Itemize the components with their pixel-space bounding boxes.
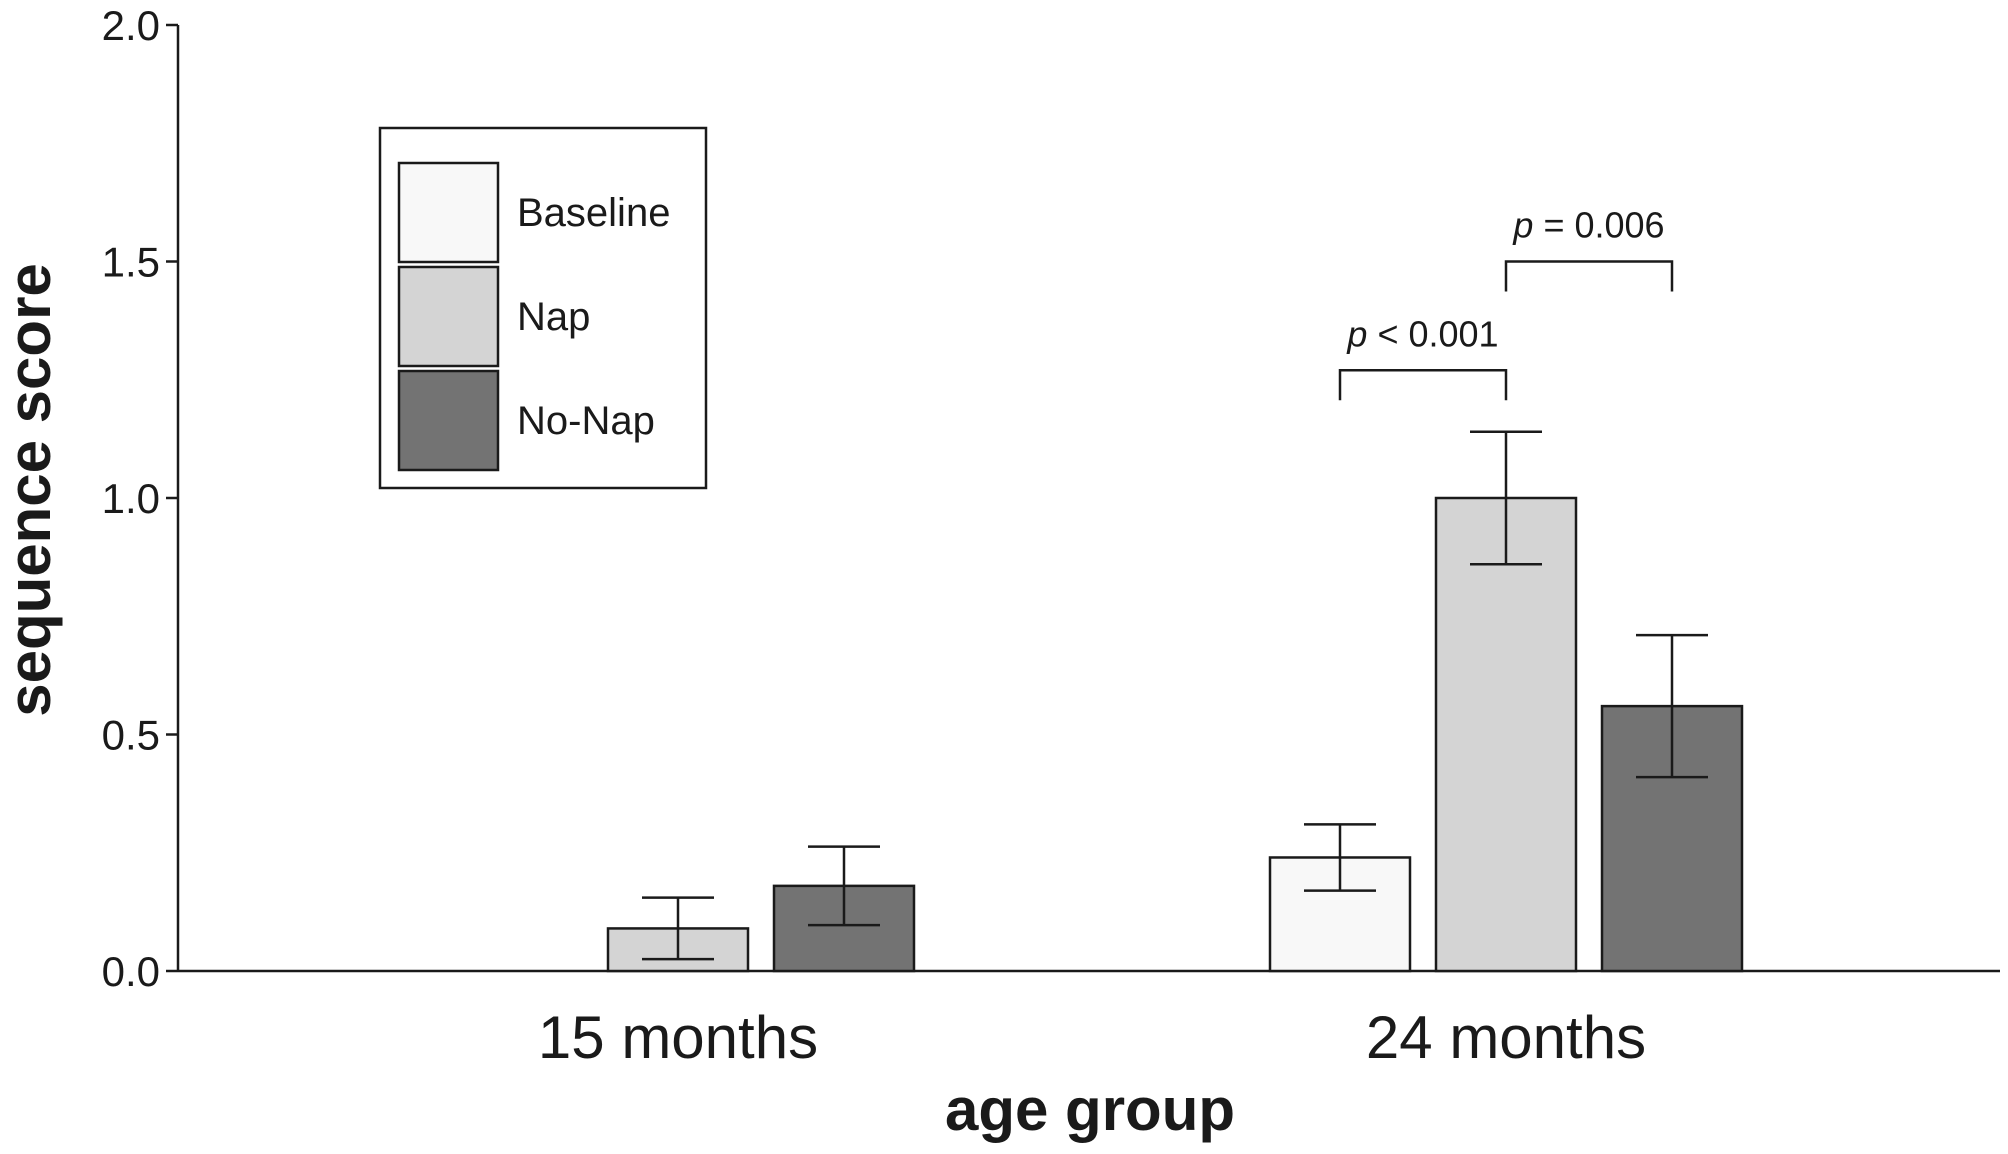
y-tick-label: 1.0 xyxy=(102,475,160,522)
legend-label: Nap xyxy=(517,295,590,339)
y-axis-title: sequence score xyxy=(0,263,63,717)
error-bar xyxy=(1304,823,1376,892)
error-bar xyxy=(1470,430,1542,566)
error-bar xyxy=(1636,633,1708,779)
x-tick-label: 24 months xyxy=(1366,1004,1646,1071)
legend-swatch xyxy=(397,265,500,368)
y-tick-label: 1.5 xyxy=(102,239,160,286)
legend-swatch xyxy=(397,369,500,472)
legend: Baseline Nap No-Nap xyxy=(378,126,708,490)
bars xyxy=(606,496,1744,973)
x-tick-label: 15 months xyxy=(538,1004,818,1071)
bar-nap xyxy=(1434,496,1578,973)
legend-label: Baseline xyxy=(517,191,670,235)
p-value-label: p = 0.006 xyxy=(1512,205,1664,246)
legend-label: No-Nap xyxy=(517,399,655,443)
error-bar xyxy=(642,896,714,961)
error-bars xyxy=(642,430,1708,961)
y-tick-label: 2.0 xyxy=(102,2,160,49)
x-axis-title: age group xyxy=(945,1076,1235,1143)
significance-brackets: p < 0.001 p = 0.006 xyxy=(1338,205,1674,401)
significance-bracket: p < 0.001 xyxy=(1338,313,1508,401)
legend-swatch xyxy=(397,161,500,264)
axes: 0.0 0.5 1.0 1.5 2.0 15 months 24 months xyxy=(102,2,2000,1071)
error-bar xyxy=(808,845,880,927)
significance-bracket: p = 0.006 xyxy=(1504,205,1674,292)
p-value-label: p < 0.001 xyxy=(1346,313,1498,354)
y-tick-label: 0.5 xyxy=(102,712,160,759)
y-tick-label: 0.0 xyxy=(102,948,160,995)
